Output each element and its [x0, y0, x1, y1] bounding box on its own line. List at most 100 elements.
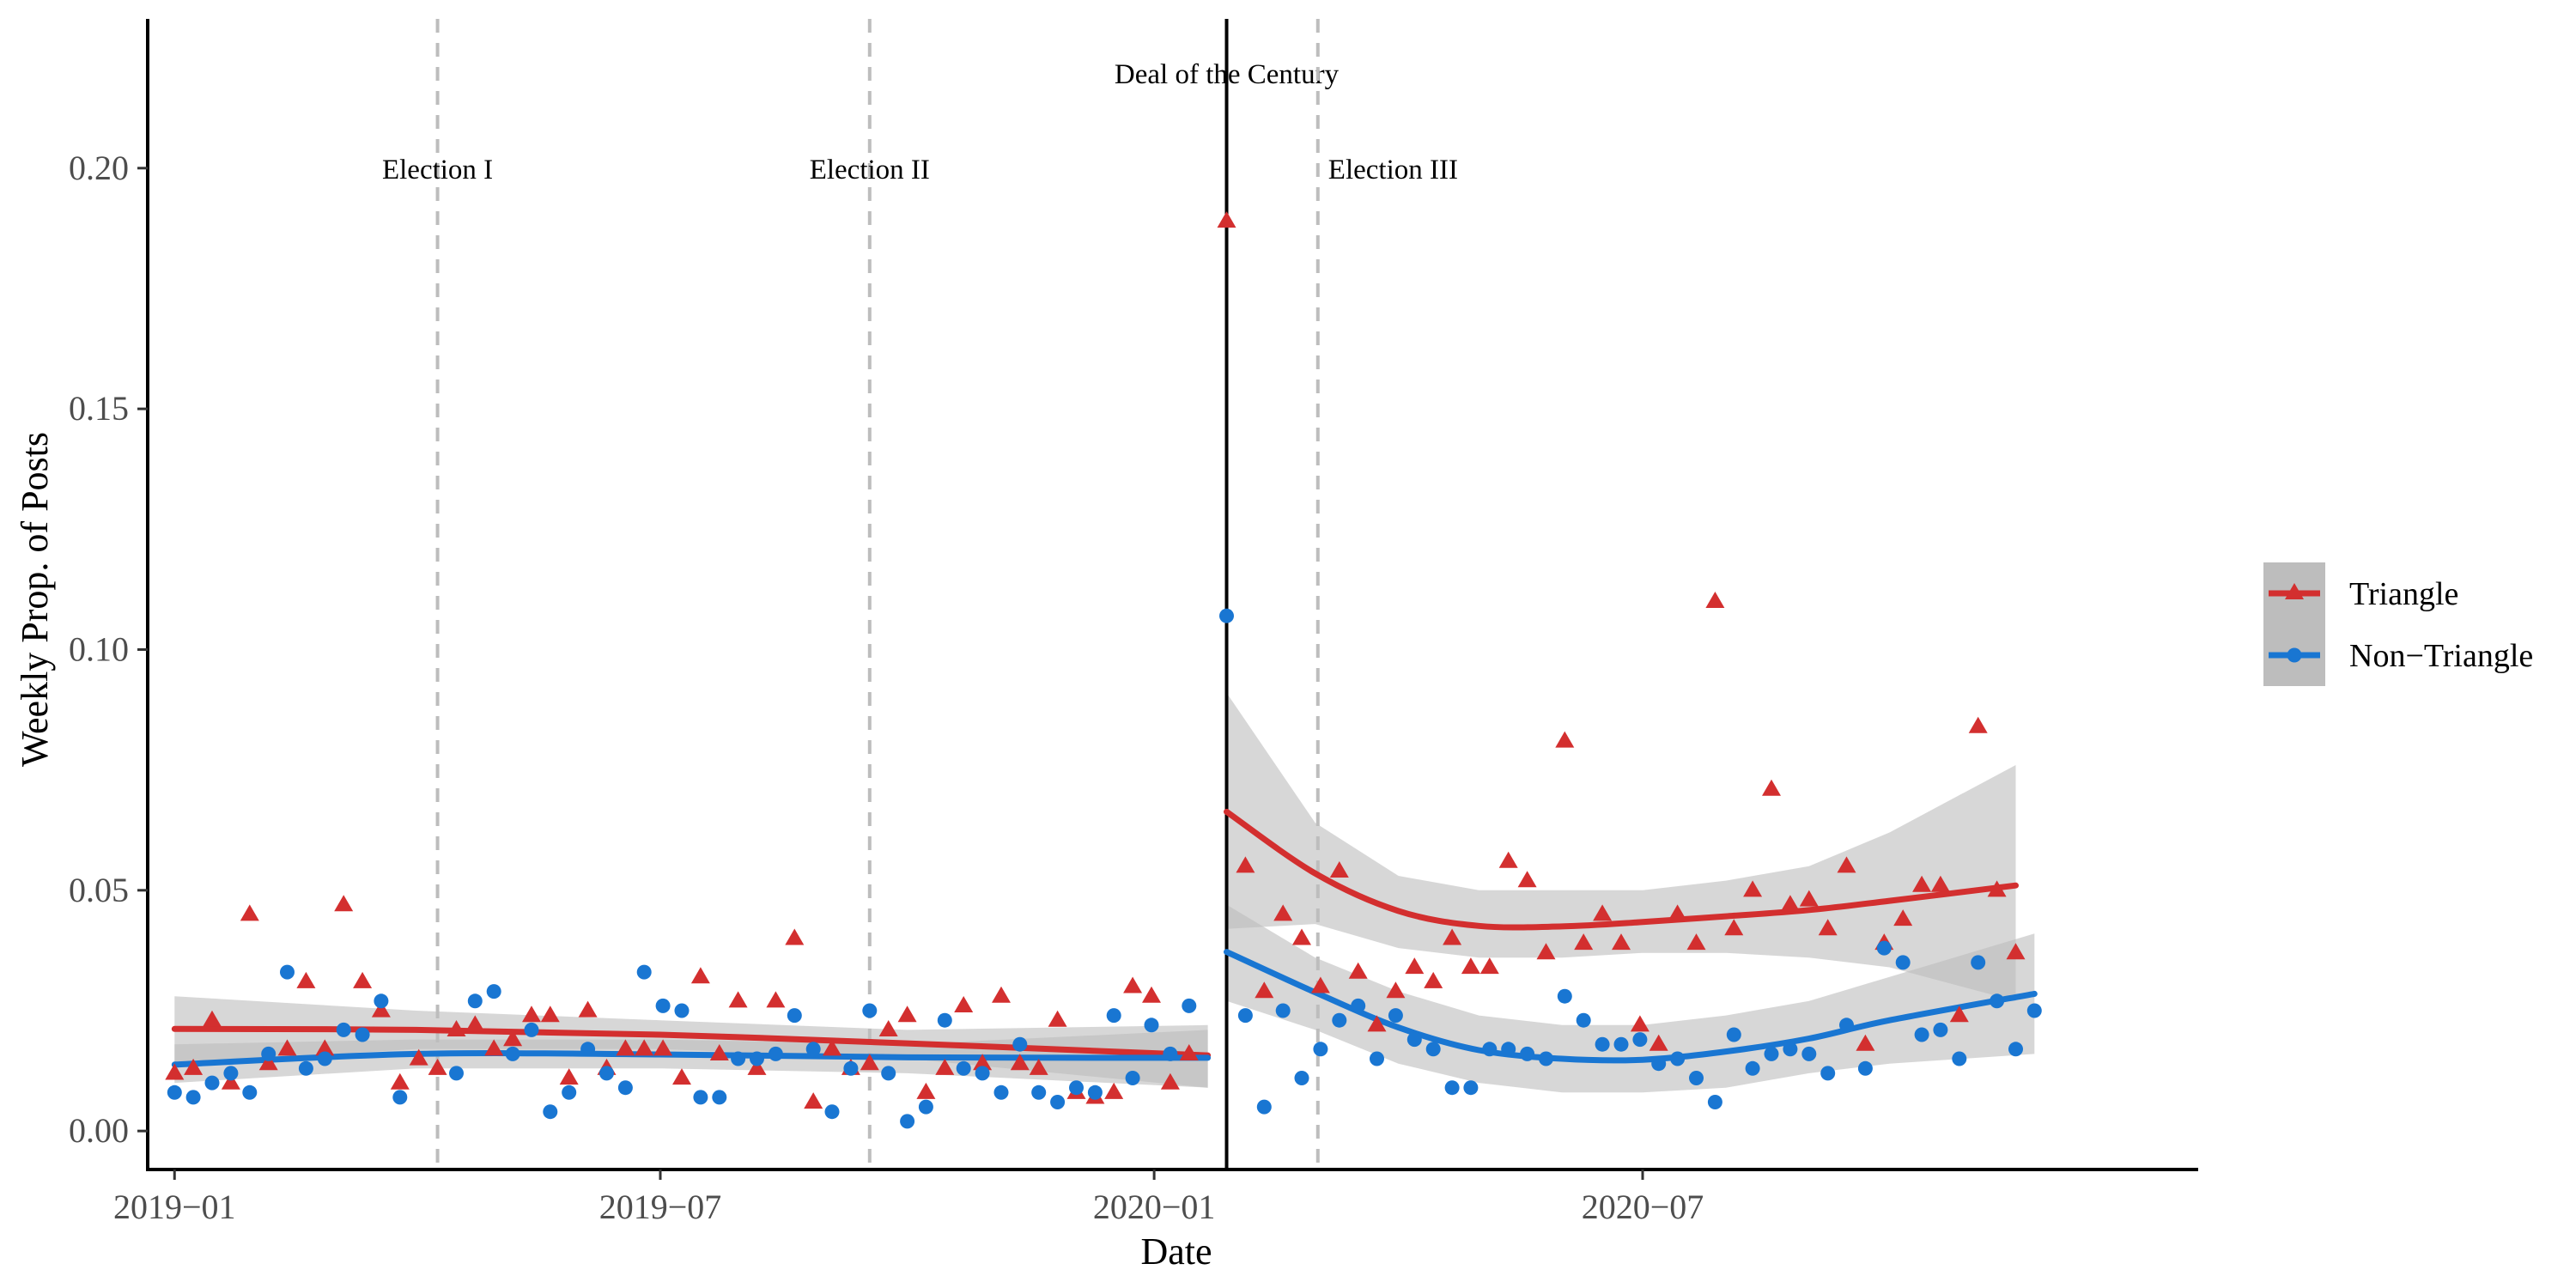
point-non-triangle — [1726, 1027, 1741, 1042]
point-triangle — [1574, 933, 1594, 951]
point-triangle — [1893, 909, 1913, 927]
point-triangle — [578, 1000, 598, 1018]
point-non-triangle — [1370, 1051, 1384, 1066]
x-tick-label: 2020−01 — [1093, 1188, 1216, 1226]
y-axis-title: Weekly Prop. of Posts — [14, 432, 56, 767]
point-non-triangle — [1651, 1056, 1667, 1072]
event-lines: Election I Election II Deal of the Century… — [382, 19, 1458, 1170]
point-triangle — [878, 1020, 898, 1036]
point-non-triangle — [1219, 608, 1234, 623]
point-triangle — [371, 1000, 391, 1018]
point-triangle — [1630, 1015, 1649, 1032]
point-non-triangle — [1876, 940, 1892, 956]
point-non-triangle — [1275, 1003, 1291, 1018]
point-triangle — [1292, 928, 1311, 945]
point-triangle — [522, 1005, 541, 1023]
point-non-triangle — [1539, 1051, 1553, 1066]
point-triangle — [258, 1054, 278, 1071]
point-non-triangle — [843, 1060, 859, 1076]
point-non-triangle — [280, 964, 295, 980]
point-non-triangle — [580, 1042, 596, 1057]
point-non-triangle — [1783, 1042, 1798, 1057]
event-label-election-ii: Election II — [810, 155, 930, 185]
point-non-triangle — [1632, 1032, 1648, 1048]
point-triangle — [728, 991, 748, 1008]
point-non-triangle — [824, 1104, 840, 1120]
point-triangle — [1179, 1044, 1199, 1060]
point-triangle — [2006, 943, 2026, 960]
point-non-triangle — [900, 1114, 915, 1129]
point-triangle — [1367, 1015, 1387, 1032]
point-non-triangle — [918, 1099, 933, 1115]
point-triangle — [1593, 904, 1613, 921]
point-non-triangle — [1031, 1084, 1047, 1100]
point-triangle — [616, 1039, 635, 1056]
point-triangle — [1762, 779, 1781, 796]
x-tick-label: 2020−07 — [1582, 1188, 1704, 1226]
point-triangle — [897, 1005, 917, 1023]
point-triangle — [1517, 871, 1537, 888]
point-triangle — [447, 1020, 466, 1036]
point-triangle — [1930, 875, 1950, 892]
point-non-triangle — [467, 993, 483, 1009]
point-non-triangle — [2008, 1042, 2023, 1057]
point-triangle — [766, 991, 786, 1008]
point-triangle — [277, 1039, 297, 1056]
point-triangle — [653, 1039, 673, 1056]
point-non-triangle — [1463, 1080, 1479, 1096]
point-non-triangle — [1952, 1051, 1967, 1066]
point-triangle — [1217, 211, 1236, 228]
point-non-triangle — [975, 1066, 990, 1081]
point-non-triangle — [956, 1060, 971, 1076]
legend: Triangle Non−Triangle — [2263, 562, 2533, 686]
point-non-triangle — [768, 1046, 783, 1061]
point-triangle — [973, 1054, 993, 1071]
point-triangle — [1479, 957, 1499, 975]
point-non-triangle — [449, 1066, 464, 1081]
point-non-triangle — [374, 993, 389, 1009]
point-triangle — [296, 971, 316, 988]
point-non-triangle — [392, 1090, 408, 1105]
point-non-triangle — [1501, 1042, 1516, 1057]
point-non-triangle — [993, 1084, 1009, 1100]
point-triangle — [390, 1072, 410, 1090]
point-non-triangle — [1125, 1071, 1140, 1085]
point-non-triangle — [881, 1066, 896, 1081]
point-non-triangle — [1313, 1042, 1328, 1057]
data-points — [165, 211, 2042, 1129]
point-non-triangle — [1256, 1099, 1272, 1115]
point-triangle — [1329, 861, 1349, 878]
point-triangle — [1236, 856, 1255, 873]
point-triangle — [1386, 981, 1406, 999]
point-non-triangle — [712, 1090, 727, 1105]
point-non-triangle — [1707, 1095, 1722, 1109]
point-triangle — [353, 971, 373, 988]
point-triangle — [165, 1063, 185, 1080]
point-triangle — [1612, 933, 1631, 951]
point-triangle — [860, 1054, 879, 1071]
point-non-triangle — [599, 1066, 614, 1081]
point-non-triangle — [1012, 1036, 1028, 1052]
point-non-triangle — [1444, 1080, 1460, 1096]
x-axis-title: Date — [1140, 1230, 1212, 1273]
point-non-triangle — [355, 1027, 370, 1042]
point-non-triangle — [1050, 1095, 1066, 1109]
point-non-triangle — [562, 1084, 577, 1100]
y-tick-label: 0.15 — [69, 389, 129, 428]
point-non-triangle — [1670, 1051, 1686, 1066]
point-non-triangle — [486, 984, 501, 999]
point-triangle — [1686, 933, 1706, 951]
point-triangle — [635, 1039, 654, 1056]
point-non-triangle — [1144, 1018, 1159, 1033]
y-axis-ticks: 0.00 0.05 0.10 0.15 0.20 — [69, 149, 148, 1150]
point-non-triangle — [1332, 1012, 1347, 1028]
point-non-triangle — [1388, 1008, 1403, 1024]
point-triangle — [1780, 895, 1800, 912]
point-non-triangle — [1425, 1042, 1441, 1057]
x-tick-label: 2019−07 — [599, 1188, 722, 1226]
point-triangle — [1255, 981, 1274, 999]
point-triangle — [1743, 880, 1763, 897]
point-non-triangle — [185, 1090, 201, 1105]
